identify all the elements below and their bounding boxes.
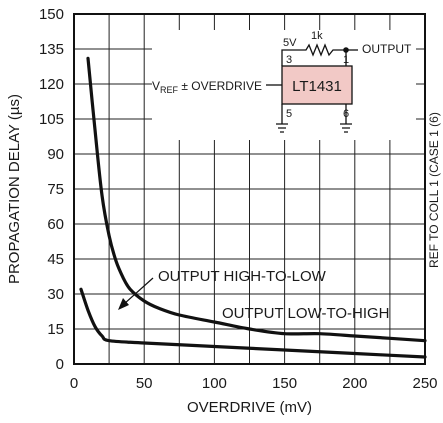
x-axis-title: OVERDRIVE (mV) xyxy=(187,399,312,416)
resistor-label: 1k xyxy=(311,30,323,42)
ground-symbol-6 xyxy=(340,123,352,133)
ic-part-label: LT1431 xyxy=(292,78,342,95)
input-label-v: V xyxy=(152,79,160,93)
ground-symbol-5 xyxy=(276,123,288,133)
pin-3-label: 3 xyxy=(286,54,292,66)
annotation-low-to-high-label: OUTPUT LOW-TO-HIGH xyxy=(222,305,390,322)
series-layer xyxy=(79,56,427,359)
y-axis-title: PROPAGATION DELAY (µs) xyxy=(6,94,23,284)
x-tick-label: 250 xyxy=(412,375,437,392)
annotation-high-to-low-label: OUTPUT HIGH-TO-LOW xyxy=(158,268,327,285)
annotation-arrow-head xyxy=(118,298,129,310)
y-tick-label: 105 xyxy=(39,111,64,128)
annotation-arrow-line xyxy=(123,277,154,305)
input-label-overdrive: ± OVERDRIVE xyxy=(178,79,262,93)
y-tick-label: 135 xyxy=(39,41,64,58)
pin-5-label: 5 xyxy=(286,108,292,120)
x-tick-label: 0 xyxy=(70,375,78,392)
series-line-high-to-low xyxy=(86,56,427,343)
inset-wiring xyxy=(266,43,358,133)
ic-box xyxy=(281,65,353,105)
input-label-ref: REF xyxy=(160,85,179,95)
side-note: REF TO COLL 1 (CASE 1 (6) xyxy=(427,112,441,268)
series-line-low-to-high xyxy=(79,287,427,359)
input-label: VREF ± OVERDRIVE xyxy=(152,79,262,95)
y-tick-label: 90 xyxy=(47,146,64,163)
y-tick-label: 15 xyxy=(47,321,64,338)
y-tick-label: 150 xyxy=(39,6,64,23)
y-tick-label: 60 xyxy=(47,216,64,233)
x-axis-ticks: 0 50 100 150 200 250 xyxy=(70,375,438,392)
x-tick-label: 200 xyxy=(342,375,367,392)
y-tick-label: 30 xyxy=(47,286,64,303)
x-tick-label: 150 xyxy=(272,375,297,392)
circuit-inset: LT1431 5V 1k 3 1 5 6 OUTPUT VREF ± OVERD… xyxy=(152,30,416,140)
y-tick-label: 45 xyxy=(47,251,64,268)
x-tick-label: 100 xyxy=(202,375,227,392)
supply-label: 5V xyxy=(283,37,297,49)
y-tick-label: 0 xyxy=(56,356,64,373)
output-node-dot xyxy=(343,47,349,53)
annotation-low-to-high: OUTPUT LOW-TO-HIGH xyxy=(222,305,390,322)
annotation-high-to-low: OUTPUT HIGH-TO-LOW xyxy=(118,268,327,310)
plot-frame xyxy=(73,13,426,365)
x-tick-label: 50 xyxy=(136,375,153,392)
y-axis-ticks: 0 15 30 45 60 75 90 105 120 135 150 xyxy=(39,6,64,373)
y-tick-label: 75 xyxy=(47,181,64,198)
y-tick-label: 120 xyxy=(39,76,64,93)
supply-resistor-wire xyxy=(281,43,347,66)
output-label: OUTPUT xyxy=(362,42,412,56)
